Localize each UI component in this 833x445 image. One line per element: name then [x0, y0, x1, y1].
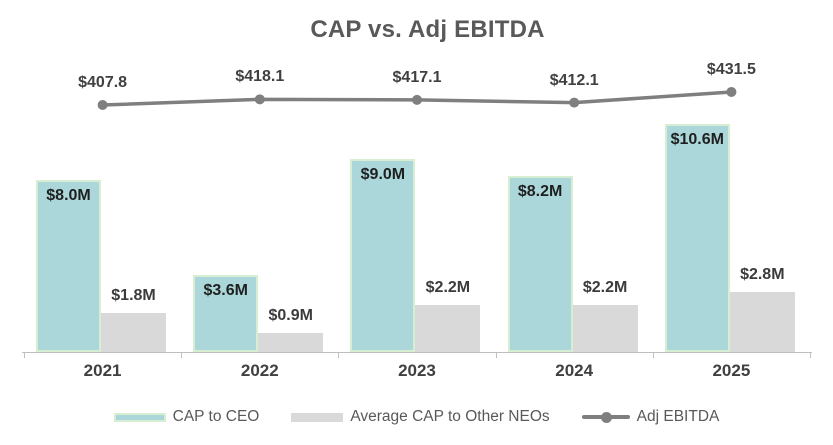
bar-label-cap-to-ceo-2021: $8.0M: [46, 187, 91, 204]
legend-item-cap-to-ceo: CAP to CEO: [113, 408, 260, 426]
x-axis-label-2024: 2024: [555, 361, 594, 380]
x-axis-label-2022: 2022: [240, 361, 279, 380]
chart-legend: CAP to CEO Average CAP to Other NEOs Adj…: [0, 403, 833, 431]
x-axis-line: [22, 352, 812, 353]
x-axis-label-2021: 2021: [83, 361, 122, 380]
bar-label-avg-cap-other-neos-2022: $0.9M: [268, 306, 313, 324]
x-axis-tick: [181, 352, 183, 358]
legend-label-cap-to-ceo: CAP to CEO: [172, 408, 260, 425]
x-axis-label-2023: 2023: [398, 361, 436, 380]
bar-label-avg-cap-other-neos-2025: $2.8M: [740, 265, 785, 283]
bar-cap-to-ceo-2023: $9.0M: [350, 158, 416, 352]
bar-cap-to-ceo-2021: $8.0M: [36, 180, 101, 352]
x-axis-label-2025: 2025: [712, 361, 751, 380]
bar-cap-to-ceo-2024: $8.2M: [507, 175, 573, 352]
legend-label-avg-cap-other-neos: Average CAP to Other NEOs: [350, 408, 550, 425]
legend-item-avg-cap-other-neos: Average CAP to Other NEOs: [291, 408, 550, 426]
line-label-adj-ebitda-2023: $417.1: [392, 68, 442, 86]
bar-cap-to-ceo-2022: $3.6M: [193, 274, 259, 352]
bar-label-avg-cap-other-neos-2021: $1.8M: [111, 287, 156, 305]
legend-item-adj-ebitda: Adj EBITDA: [581, 408, 720, 426]
x-axis-tick: [652, 352, 654, 358]
bar-avg-cap-other-neos-2023: [415, 304, 481, 352]
bar-label-cap-to-ceo-2023: $9.0M: [360, 165, 406, 183]
legend-line-marker-icon: [581, 411, 630, 423]
legend-swatch-cap-to-ceo: [113, 412, 166, 422]
bar-label-avg-cap-other-neos-2024: $2.2M: [582, 278, 628, 296]
adj-ebitda-point-2023: [412, 94, 422, 105]
bar-avg-cap-other-neos-2022: [258, 332, 324, 352]
adj-ebitda-point-2022: [254, 94, 265, 105]
bar-avg-cap-other-neos-2024: [572, 304, 638, 352]
line-label-adj-ebitda-2025: $431.5: [706, 60, 756, 78]
chart-title: CAP vs. Adj EBITDA: [310, 16, 545, 43]
line-label-adj-ebitda-2024: $412.1: [549, 71, 599, 89]
x-axis-tick: [810, 352, 811, 358]
bar-label-cap-to-ceo-2022: $3.6M: [203, 281, 248, 299]
legend-label-adj-ebitda: Adj EBITDA: [636, 408, 720, 425]
bar-label-avg-cap-other-neos-2023: $2.2M: [425, 278, 471, 296]
x-axis-tick: [495, 352, 497, 358]
adj-ebitda-point-2025: [726, 86, 737, 97]
bar-label-cap-to-ceo-2024: $8.2M: [517, 182, 563, 200]
bar-avg-cap-other-neos-2021: [101, 313, 166, 352]
x-axis-tick: [338, 352, 340, 358]
bar-cap-to-ceo-2025: $10.6M: [664, 124, 730, 352]
x-axis-tick: [24, 352, 25, 358]
line-label-adj-ebitda-2021: $407.8: [78, 74, 128, 91]
legend-swatch-avg-cap-other-neos: [291, 412, 344, 422]
line-label-adj-ebitda-2022: $418.1: [235, 68, 285, 86]
bar-avg-cap-other-neos-2025: [729, 291, 795, 352]
adj-ebitda-point-2024: [569, 97, 580, 108]
adj-ebitda-point-2021: [97, 100, 108, 110]
adj-ebitda-line: [102, 90, 732, 107]
bar-label-cap-to-ceo-2025: $10.6M: [670, 131, 724, 149]
